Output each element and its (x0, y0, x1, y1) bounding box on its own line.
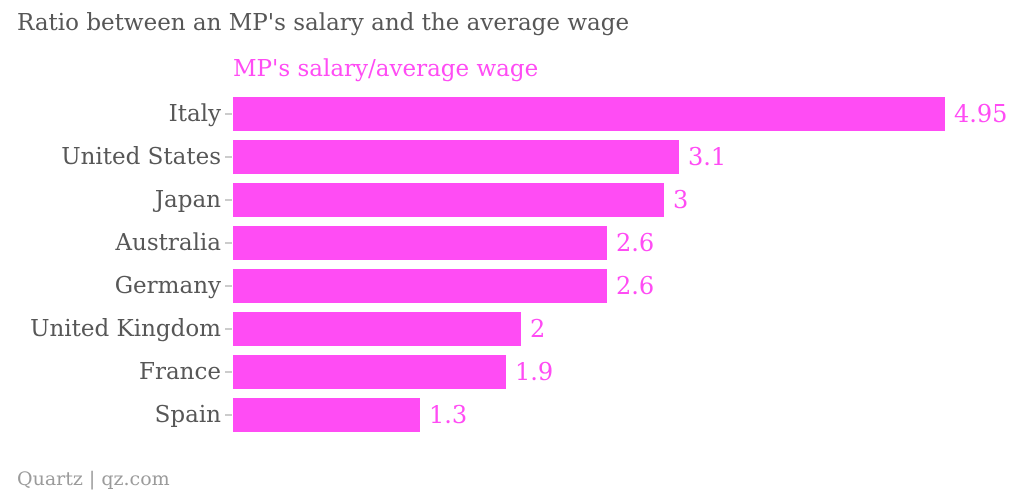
chart-row: Germany 2.6 (17, 264, 1007, 307)
chart-row: Spain 1.3 (17, 393, 1007, 436)
chart-row: Italy 4.95 (17, 92, 1007, 135)
tick-mark (225, 284, 232, 287)
chart-row: France 1.9 (17, 350, 1007, 393)
category-label: Japan (154, 186, 221, 213)
chart-title: Ratio between an MP's salary and the ave… (17, 10, 630, 36)
tick-mark (225, 155, 232, 158)
bar (233, 139, 679, 174)
bar (233, 397, 420, 432)
value-label: 4.95 (954, 99, 1008, 128)
value-label: 1.3 (429, 400, 468, 429)
bar (233, 311, 521, 346)
category-label: United States (61, 143, 221, 170)
value-label: 3.1 (688, 142, 727, 171)
tick-mark (225, 370, 232, 373)
tick-mark (225, 413, 232, 416)
chart-row: Japan 3 (17, 178, 1007, 221)
category-label: France (139, 358, 221, 385)
bar (233, 268, 607, 303)
tick-mark (225, 241, 232, 244)
tick-mark (225, 327, 232, 330)
value-label: 3 (673, 185, 689, 214)
category-label: Germany (114, 272, 221, 299)
source-credit: Quartz | qz.com (17, 468, 170, 490)
bar-chart: Italy 4.95 United States 3.1 Japan 3 Australia… (17, 92, 1007, 436)
category-label: Australia (115, 229, 221, 256)
value-label: 1.9 (515, 357, 554, 386)
legend-label: MP's salary/average wage (233, 56, 539, 82)
bar (233, 225, 607, 260)
bar (233, 182, 664, 217)
bar (233, 96, 945, 131)
value-label: 2.6 (616, 228, 655, 257)
category-label: Italy (168, 100, 221, 127)
tick-mark (225, 112, 232, 115)
chart-row: United States 3.1 (17, 135, 1007, 178)
category-label: United Kingdom (30, 315, 221, 342)
tick-mark (225, 198, 232, 201)
value-label: 2.6 (616, 271, 655, 300)
chart-row: Australia 2.6 (17, 221, 1007, 264)
chart-row: United Kingdom 2 (17, 307, 1007, 350)
category-label: Spain (154, 401, 221, 428)
bar (233, 354, 506, 389)
value-label: 2 (530, 314, 546, 343)
